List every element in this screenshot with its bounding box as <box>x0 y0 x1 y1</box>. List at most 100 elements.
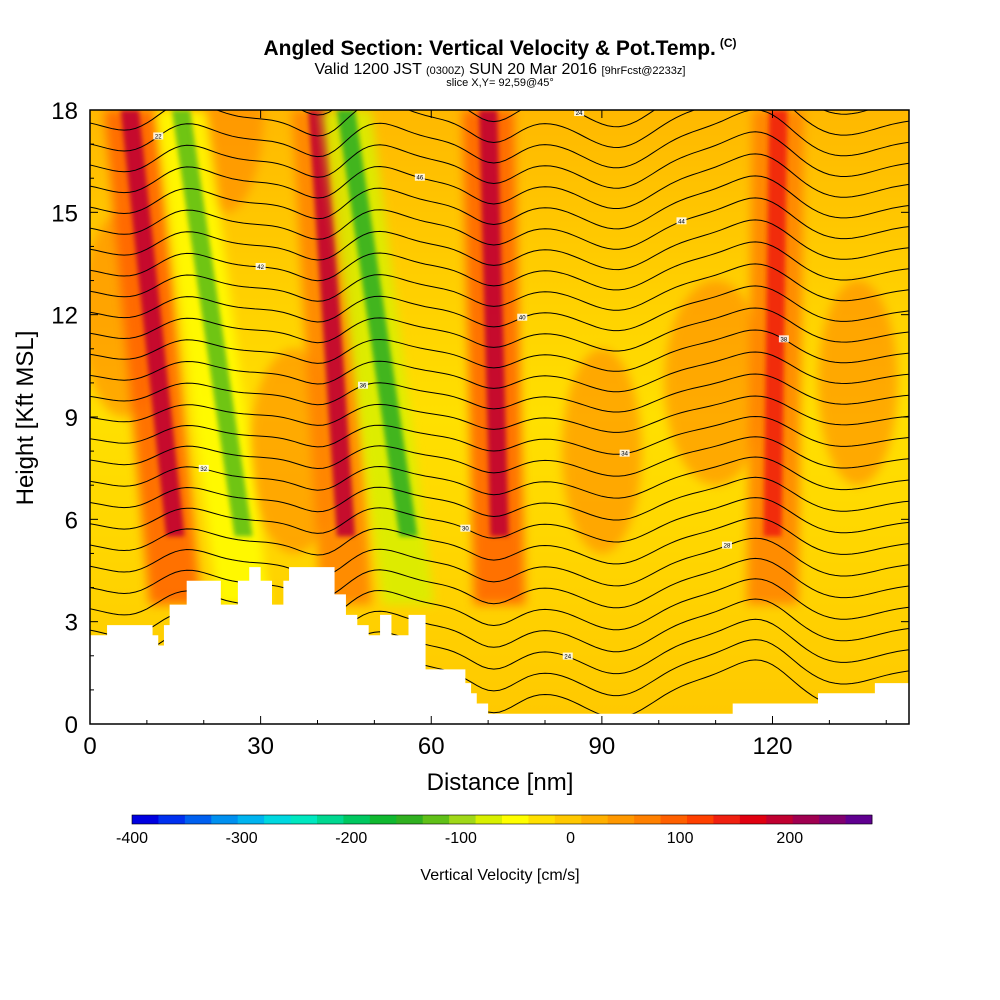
colorbar-label: Vertical Velocity [cm/s] <box>420 867 579 884</box>
forecast-info: [9hrFcst@2233z] <box>601 65 686 77</box>
colorbar-swatch <box>819 815 846 824</box>
contour-label-bg <box>676 217 687 225</box>
y-axis-label: Height [Kft MSL] <box>12 331 39 506</box>
x-tick-label: 120 <box>752 733 792 760</box>
colorbar-swatch <box>264 815 291 824</box>
contour-label-bg <box>358 381 368 389</box>
y-tick-label: 9 <box>65 405 78 432</box>
colorbar-tick-label: -200 <box>335 830 367 847</box>
theta-contour-line <box>90 131 909 189</box>
colorbar-tick-label: -300 <box>226 830 258 847</box>
theta-contour-line <box>90 436 909 477</box>
theta-contour-line <box>90 476 909 521</box>
contour-label: 32 <box>200 467 207 473</box>
theta-contour-line <box>90 219 909 271</box>
colorbar-swatch <box>554 815 582 824</box>
x-tick-label: 60 <box>418 733 445 760</box>
colorbar-swatch <box>369 815 397 824</box>
theta-contour-line <box>90 329 909 372</box>
y-tick-label: 12 <box>51 303 78 330</box>
velocity-plumes <box>104 110 804 605</box>
colorbar-swatch <box>475 815 503 824</box>
colorbar-swatch <box>502 815 529 824</box>
contour-label-bg <box>255 262 266 270</box>
colorbar-swatch <box>422 815 450 824</box>
valid-utc: (0300Z) <box>426 65 465 77</box>
theta-contour-line <box>90 197 909 250</box>
colorbar-swatch <box>184 815 212 824</box>
title-units: (C) <box>719 36 737 50</box>
x-tick-label: 0 <box>83 733 96 760</box>
contour-label-bg <box>517 313 528 321</box>
colorbar-swatch <box>158 815 186 824</box>
colorbar-swatch <box>528 815 556 824</box>
contour-label: 44 <box>678 219 685 225</box>
colorbar-swatch <box>845 815 873 824</box>
colorbar-swatch <box>211 815 239 824</box>
theta-contour-line <box>90 307 909 352</box>
contour-label: 28 <box>724 544 731 550</box>
y-tick-label: 3 <box>65 610 78 637</box>
contour-label-bg <box>722 541 732 549</box>
contour-label-bg <box>460 524 471 532</box>
velocity-patch <box>562 348 642 554</box>
colorbar-swatch <box>607 815 635 824</box>
contour-label: 46 <box>417 176 424 182</box>
colorbar-tick-label: 0 <box>566 830 575 847</box>
x-axis-label: Distance [nm] <box>427 769 574 796</box>
theta-contour-line <box>90 415 909 455</box>
colorbar-tick-label: -100 <box>445 830 477 847</box>
theta-contour-line <box>90 175 909 230</box>
valid-prefix: Valid 1200 JST <box>314 61 422 78</box>
valid-date: SUN 20 Mar 2016 <box>469 61 598 78</box>
theta-contour-line <box>90 456 909 499</box>
chart-subtitle: Valid 1200 JST (0300Z) SUN 20 Mar 2016 [… <box>0 61 1000 79</box>
contour-label-bg <box>778 335 789 343</box>
contour-label-bg <box>619 449 630 457</box>
colorbar-swatch <box>792 815 820 824</box>
contour-label: 34 <box>621 452 628 458</box>
colorbar-swatch <box>713 815 741 824</box>
contour-label: 30 <box>462 527 469 533</box>
theta-contour-line <box>90 395 909 433</box>
y-tick-label: 18 <box>51 98 78 125</box>
chart-title: Angled Section: Vertical Velocity & Pot.… <box>0 36 1000 61</box>
theta-contour-line <box>90 497 909 543</box>
colorbar-tick-label: -400 <box>116 830 148 847</box>
colorbar-swatch <box>237 815 265 824</box>
theta-contour-line <box>90 241 909 291</box>
colorbar-swatch <box>343 815 371 824</box>
contour-label: 22 <box>155 134 162 140</box>
plume-core <box>763 110 788 537</box>
theta-contour-line <box>90 578 909 631</box>
colorbar: -400 -300 -200 -100 0 100 200 <box>116 814 873 847</box>
x-tick-label: 90 <box>589 733 616 760</box>
plume-core <box>308 110 356 537</box>
colorbar-swatch <box>687 815 714 824</box>
theta-contour-line <box>90 285 909 332</box>
theta-contour-line <box>90 517 909 565</box>
plot-field: 222426283032343638404244462224 <box>90 110 909 724</box>
contour-label-bg <box>198 464 209 472</box>
colorbar-swatch <box>449 815 476 824</box>
theta-contour-line <box>90 351 909 393</box>
contour-label: 36 <box>360 384 367 390</box>
theta-contour-line <box>90 263 909 311</box>
theta-contour-line <box>90 557 909 609</box>
plume-core <box>479 110 509 537</box>
contour-label-bg <box>414 173 425 181</box>
contour-label: 38 <box>781 337 788 343</box>
colorbar-frame <box>131 814 873 825</box>
contour-label-bg <box>153 132 164 140</box>
colorbar-swatch <box>581 815 609 824</box>
theta-contour-line <box>90 153 909 209</box>
colorbar-swatch <box>634 815 661 824</box>
colorbar-swatch <box>132 815 159 824</box>
y-tick-label: 6 <box>65 507 78 534</box>
colorbar-swatch <box>317 815 344 824</box>
contour-label: 24 <box>564 655 571 661</box>
theta-contour-line <box>90 110 909 149</box>
colorbar-tick-label: 200 <box>776 830 803 847</box>
